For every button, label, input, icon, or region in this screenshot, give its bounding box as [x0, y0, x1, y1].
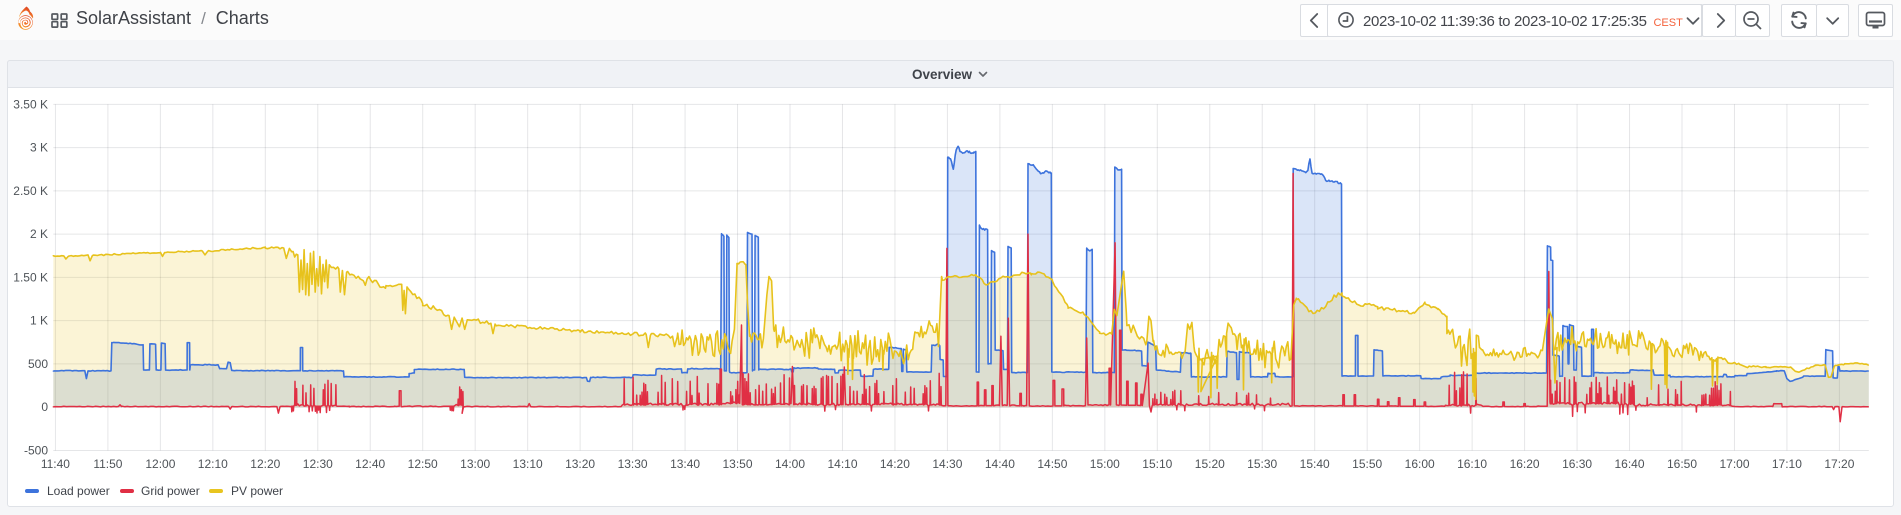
svg-text:-500: -500	[24, 444, 48, 458]
svg-text:17:10: 17:10	[1772, 457, 1802, 471]
svg-text:13:30: 13:30	[618, 457, 648, 471]
svg-text:15:50: 15:50	[1352, 457, 1382, 471]
svg-text:1.50 K: 1.50 K	[13, 270, 48, 284]
svg-text:16:40: 16:40	[1614, 457, 1644, 471]
svg-text:11:40: 11:40	[41, 457, 70, 471]
svg-text:17:00: 17:00	[1719, 457, 1749, 471]
svg-text:15:30: 15:30	[1247, 457, 1277, 471]
svg-text:14:00: 14:00	[775, 457, 805, 471]
svg-text:15:40: 15:40	[1300, 457, 1330, 471]
svg-text:15:20: 15:20	[1195, 457, 1225, 471]
svg-text:1 K: 1 K	[30, 314, 48, 328]
svg-text:14:30: 14:30	[932, 457, 962, 471]
svg-text:12:10: 12:10	[198, 457, 228, 471]
svg-text:16:50: 16:50	[1667, 457, 1697, 471]
svg-text:17:20: 17:20	[1824, 457, 1854, 471]
svg-text:11:50: 11:50	[93, 457, 122, 471]
svg-text:12:50: 12:50	[408, 457, 438, 471]
svg-text:16:30: 16:30	[1562, 457, 1592, 471]
svg-text:12:20: 12:20	[250, 457, 280, 471]
svg-text:0: 0	[41, 400, 48, 414]
svg-text:13:00: 13:00	[460, 457, 490, 471]
svg-text:15:10: 15:10	[1142, 457, 1172, 471]
svg-text:500: 500	[28, 357, 48, 371]
svg-text:14:50: 14:50	[1037, 457, 1067, 471]
svg-text:14:40: 14:40	[985, 457, 1015, 471]
svg-text:16:10: 16:10	[1457, 457, 1487, 471]
svg-text:14:10: 14:10	[827, 457, 857, 471]
svg-text:3 K: 3 K	[30, 141, 48, 155]
svg-text:16:00: 16:00	[1405, 457, 1435, 471]
svg-text:13:40: 13:40	[670, 457, 700, 471]
svg-text:13:10: 13:10	[513, 457, 543, 471]
svg-text:16:20: 16:20	[1510, 457, 1540, 471]
svg-text:12:40: 12:40	[355, 457, 385, 471]
svg-text:13:50: 13:50	[722, 457, 752, 471]
svg-text:3.50 K: 3.50 K	[13, 97, 48, 111]
svg-text:13:20: 13:20	[565, 457, 595, 471]
svg-text:12:00: 12:00	[145, 457, 175, 471]
svg-text:2.50 K: 2.50 K	[13, 184, 48, 198]
svg-text:15:00: 15:00	[1090, 457, 1120, 471]
svg-text:2 K: 2 K	[30, 227, 48, 241]
svg-text:12:30: 12:30	[303, 457, 333, 471]
svg-text:14:20: 14:20	[880, 457, 910, 471]
